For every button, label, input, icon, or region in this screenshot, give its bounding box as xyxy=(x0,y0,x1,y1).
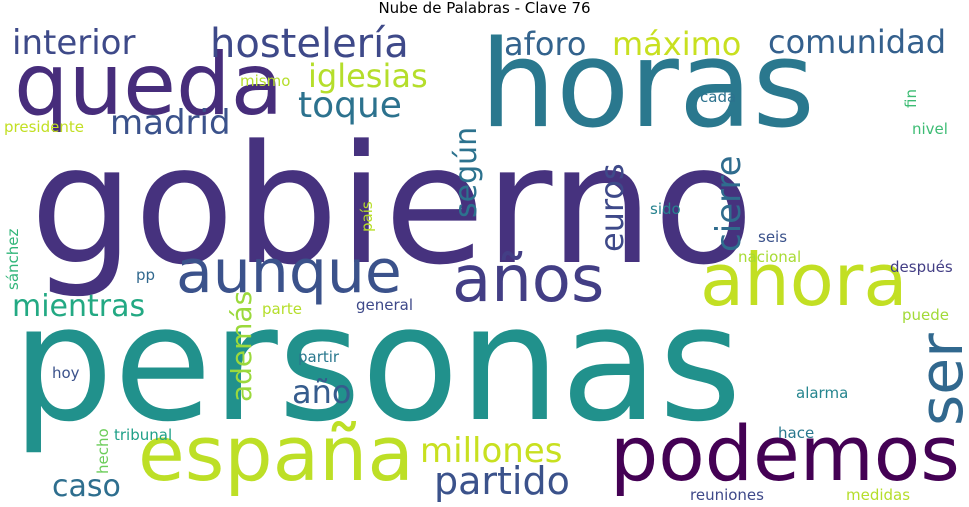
word-interior: interior xyxy=(12,23,136,63)
word-personas: personas xyxy=(12,270,742,457)
word-euros: euros xyxy=(593,163,631,252)
word-ahora: ahora xyxy=(700,238,908,322)
word-seis: seis xyxy=(758,228,788,246)
word-caso: caso xyxy=(52,469,121,504)
word-toque: toque xyxy=(298,85,402,126)
word-horas: horas xyxy=(480,16,815,155)
word-espana: españa xyxy=(138,409,414,498)
word-madrid: madrid xyxy=(110,103,231,143)
word-sido: sido xyxy=(650,200,681,218)
word-general: general xyxy=(356,296,414,314)
word-cloud: gobierno personas horas queda podemos es… xyxy=(0,16,969,507)
word-aunque: aunque xyxy=(176,237,402,307)
word-cierre: cierre xyxy=(709,155,749,252)
word-segun: según xyxy=(449,126,484,218)
word-aforo: aforo xyxy=(504,25,587,63)
word-iglesias: iglesias xyxy=(308,57,428,95)
word-millones: millones xyxy=(420,431,563,471)
word-queda: queda xyxy=(14,35,284,135)
word-hace: hace xyxy=(778,424,815,442)
word-hecho: hecho xyxy=(94,428,112,474)
word-fin: fin xyxy=(902,89,920,108)
word-sanchez: sánchez xyxy=(4,228,22,290)
word-ademas: además xyxy=(225,290,258,402)
word-puede: puede xyxy=(902,306,950,324)
word-partir: partir xyxy=(298,348,340,366)
word-mientras: mientras xyxy=(12,289,146,324)
word-mismo: mismo xyxy=(240,72,291,90)
word-gobierno: gobierno xyxy=(30,110,754,301)
word-parte: parte xyxy=(262,300,302,318)
word-nivel: nivel xyxy=(912,120,948,138)
word-pais: país xyxy=(358,201,376,232)
word-ano: año xyxy=(292,373,352,411)
word-despues: después xyxy=(890,258,953,276)
word-maximo: máximo xyxy=(612,25,742,63)
word-tribunal: tribunal xyxy=(114,426,173,444)
word-ser: ser xyxy=(907,333,969,426)
word-cada: cada xyxy=(700,88,737,106)
word-reuniones: reuniones xyxy=(690,486,764,504)
word-hosteleria: hostelería xyxy=(210,21,409,67)
figure-title: Nube de Palabras - Clave 76 xyxy=(378,0,591,17)
word-comunidad: comunidad xyxy=(768,23,947,61)
word-presidente: presidente xyxy=(4,118,84,136)
word-medidas: medidas xyxy=(846,486,911,504)
word-alarma: alarma xyxy=(796,384,849,402)
word-hoy: hoy xyxy=(52,364,80,382)
word-partido: partido xyxy=(434,459,570,503)
word-pp: pp xyxy=(136,266,156,284)
word-anos: años xyxy=(452,243,605,317)
word-podemos: podemos xyxy=(610,409,960,498)
word-nacional: nacional xyxy=(738,248,802,266)
